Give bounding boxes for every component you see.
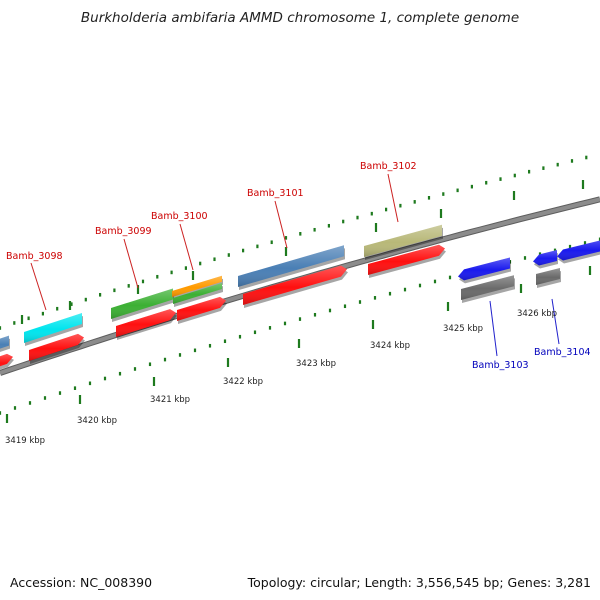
- partial-gene-left: [0, 335, 10, 352]
- gene-label: Bamb_3101: [247, 188, 304, 199]
- gene-bamb-3099-shading: [111, 288, 173, 319]
- cds-bamb-3100: [177, 296, 227, 324]
- cds-bamb-3103-shading: [461, 275, 514, 300]
- leader-line: [30, 262, 47, 311]
- partial-gene-left-shading: [0, 335, 9, 349]
- gene-label: Bamb_3099: [95, 226, 152, 237]
- gene-bamb-3101-shading: [238, 245, 344, 287]
- gene-label: Bamb_3104: [534, 347, 591, 358]
- scale-label: 3425 kbp: [443, 324, 483, 334]
- gene-next-reverse: [557, 240, 600, 264]
- gene-bamb-3098: [24, 313, 83, 346]
- gene-bamb-3103: [458, 257, 511, 284]
- scale-label: 3421 kbp: [150, 395, 190, 405]
- leader-line: [551, 298, 560, 345]
- scale-label: 3426 kbp: [517, 309, 557, 319]
- gene-bamb-3103-shading: [458, 257, 510, 281]
- gene-bamb-3100-b-shading: [173, 283, 222, 304]
- map-title: Burkholderia ambifaria AMMD chromosome 1…: [80, 10, 520, 26]
- scale-label: 3419 kbp: [5, 436, 45, 446]
- cds-bamb-3103: [461, 275, 515, 303]
- gene-bamb-3102-shading: [364, 224, 442, 257]
- leader-line: [387, 173, 399, 223]
- scale-label: 3420 kbp: [77, 416, 117, 426]
- gene-next-reverse-shading: [557, 240, 600, 261]
- gene-bamb-3104: [533, 250, 558, 269]
- scale-label: 3423 kbp: [296, 359, 336, 369]
- cds-bamb-3098: [29, 333, 85, 364]
- cds-bamb-3100-shading: [177, 296, 226, 321]
- gene-bamb-3098-shading: [24, 313, 82, 343]
- partial-cds-left: [0, 353, 14, 370]
- gene-bamb-3099: [111, 288, 174, 322]
- gene-label: Bamb_3098: [6, 251, 63, 262]
- leader-line: [274, 200, 288, 249]
- accession-text: Accession: NC_008390: [10, 575, 153, 590]
- leader-line: [123, 238, 139, 289]
- cds-bamb-3104-shading: [536, 268, 560, 285]
- cds-bamb-3099-shading: [116, 309, 176, 337]
- partial-cds-left-shading: [0, 353, 13, 367]
- cds-bamb-3104: [536, 268, 561, 288]
- cds-bamb-3101-shading: [243, 265, 347, 305]
- gene-label: Bamb_3102: [360, 161, 417, 172]
- cds-bamb-3102: [368, 244, 446, 278]
- gene-bamb-3101: [238, 245, 345, 290]
- topology-text: Topology: circular; Length: 3,556,545 bp…: [247, 575, 591, 590]
- scale-label: 3424 kbp: [370, 341, 410, 351]
- scale-label: 3422 kbp: [223, 377, 263, 387]
- gene-bamb-3104-shading: [533, 250, 557, 266]
- cds-bamb-3101: [243, 265, 348, 308]
- gene-bamb-3102: [364, 224, 443, 260]
- leader-line: [489, 300, 498, 357]
- gene-bamb-3100-b: [173, 283, 223, 307]
- gene-label: Bamb_3103: [472, 360, 529, 371]
- leader-line: [179, 223, 194, 271]
- gene-label: Bamb_3100: [151, 211, 208, 222]
- cds-bamb-3098-shading: [29, 333, 84, 361]
- gene-bamb-3100-a-shading: [172, 275, 222, 297]
- cds-bamb-3099: [116, 309, 177, 340]
- cds-bamb-3102-shading: [368, 244, 445, 275]
